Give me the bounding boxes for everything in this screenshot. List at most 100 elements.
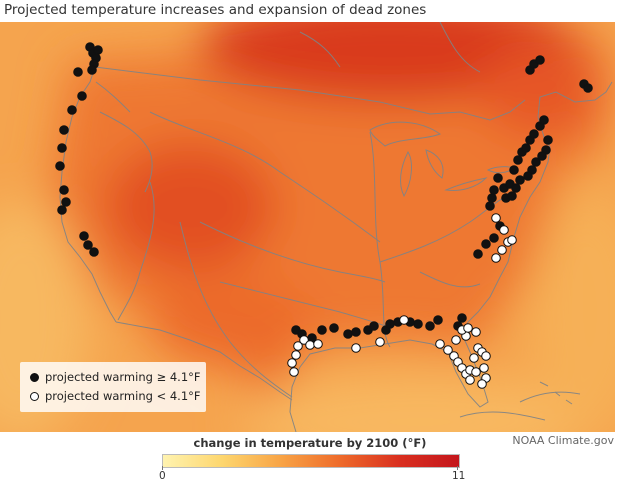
site-marker-filled — [67, 105, 77, 115]
site-marker-open — [463, 323, 473, 333]
river-arkansas — [199, 221, 386, 283]
site-marker-filled — [485, 201, 495, 211]
legend-item-open: projected warming < 4.1°F — [30, 389, 201, 403]
southwest-core — [150, 277, 310, 367]
site-marker-filled — [385, 319, 395, 329]
colorbar-min-label: 0 — [159, 470, 166, 482]
site-marker-open — [477, 379, 487, 389]
gulf-cool — [240, 377, 600, 432]
site-marker-open — [469, 353, 479, 363]
site-marker-filled — [521, 143, 531, 153]
site-marker-filled — [55, 161, 65, 171]
site-marker-open — [465, 375, 475, 385]
site-marker-filled — [493, 173, 503, 183]
site-marker-filled — [433, 315, 443, 325]
river-missouri — [149, 111, 381, 243]
great-lake-superior — [369, 121, 442, 147]
legend-label-filled: projected warming ≥ 4.1°F — [45, 370, 201, 384]
site-marker-filled — [57, 143, 67, 153]
hudson-bay-edge — [439, 22, 481, 73]
legend-item-filled: projected warming ≥ 4.1°F — [30, 370, 201, 384]
filled-circle-icon — [30, 372, 39, 382]
site-marker-filled — [59, 185, 69, 195]
site-marker-filled — [531, 157, 541, 167]
site-marker-filled — [73, 67, 83, 77]
river-snake — [99, 111, 153, 193]
colorbar-title: change in temperature by 2100 (°F) — [193, 436, 427, 450]
river-columbia — [95, 81, 131, 113]
site-marker-open — [399, 315, 409, 325]
great-lake-huron — [425, 149, 444, 179]
site-marker-open — [289, 367, 299, 377]
site-marker-open — [293, 341, 303, 351]
site-marker-filled — [537, 151, 547, 161]
warm-west-core — [105, 142, 275, 272]
site-marker-filled — [425, 321, 435, 331]
site-marker-filled — [329, 323, 339, 333]
site-marker-open — [491, 253, 501, 263]
site-marker-filled — [583, 83, 593, 93]
site-marker-filled — [535, 55, 545, 65]
site-marker-filled — [481, 239, 491, 249]
credit: NOAA Climate.gov — [512, 434, 614, 447]
map-title: Projected temperature increases and expa… — [4, 2, 427, 18]
atlantic-cool — [530, 192, 615, 432]
colorbar-tick-min — [162, 466, 163, 470]
site-marker-open — [471, 367, 481, 377]
site-marker-filled — [507, 191, 517, 201]
colorbar — [162, 454, 460, 468]
site-marker-filled — [487, 193, 497, 203]
site-marker-filled — [351, 327, 361, 337]
site-marker-open — [287, 358, 297, 368]
site-marker-open — [479, 363, 489, 373]
site-marker-filled — [489, 233, 499, 243]
site-marker-filled — [523, 171, 533, 181]
canada-lakes — [299, 31, 341, 68]
colorbar-tick-max — [457, 466, 458, 470]
site-marker-filled — [511, 183, 521, 193]
great-lake-erie — [444, 177, 488, 191]
site-marker-open — [375, 337, 385, 347]
site-marker-filled — [413, 319, 423, 329]
legend-label-open: projected warming < 4.1°F — [45, 389, 201, 403]
site-marker-open — [507, 235, 517, 245]
northeast-core — [480, 47, 600, 137]
site-marker-filled — [61, 197, 71, 207]
site-marker-filled — [509, 165, 519, 175]
site-marker-filled — [369, 321, 379, 331]
site-marker-filled — [539, 115, 549, 125]
site-marker-filled — [489, 185, 499, 195]
site-marker-open — [451, 335, 461, 345]
site-marker-open — [435, 339, 445, 349]
site-marker-open — [291, 350, 301, 360]
site-marker-filled — [89, 247, 99, 257]
site-marker-filled — [529, 129, 539, 139]
site-marker-filled — [87, 65, 97, 75]
site-marker-filled — [79, 231, 89, 241]
site-marker-open — [499, 225, 509, 235]
site-marker-filled — [513, 155, 523, 165]
canada-border — [94, 66, 526, 121]
site-marker-filled — [457, 313, 467, 323]
great-lake-michigan — [400, 150, 412, 198]
site-marker-filled — [57, 205, 67, 215]
site-marker-filled — [59, 125, 69, 135]
bahamas — [539, 381, 573, 405]
site-marker-open — [497, 245, 507, 255]
dead-zone-sites — [55, 42, 593, 389]
site-marker-open — [305, 340, 315, 350]
site-marker-open — [313, 339, 323, 349]
caribbean-islands — [519, 391, 581, 403]
site-marker-open — [351, 343, 361, 353]
legend: projected warming ≥ 4.1°F projected warm… — [20, 362, 206, 412]
colorbar-max-label: 11 — [452, 470, 466, 482]
site-marker-filled — [473, 249, 483, 259]
site-marker-filled — [343, 329, 353, 339]
site-marker-open — [443, 345, 453, 355]
cuba — [459, 411, 546, 421]
site-marker-filled — [317, 325, 327, 335]
river-ohio — [379, 196, 506, 263]
site-marker-filled — [83, 240, 93, 250]
mexico-border — [115, 321, 293, 401]
site-marker-open — [471, 327, 481, 337]
